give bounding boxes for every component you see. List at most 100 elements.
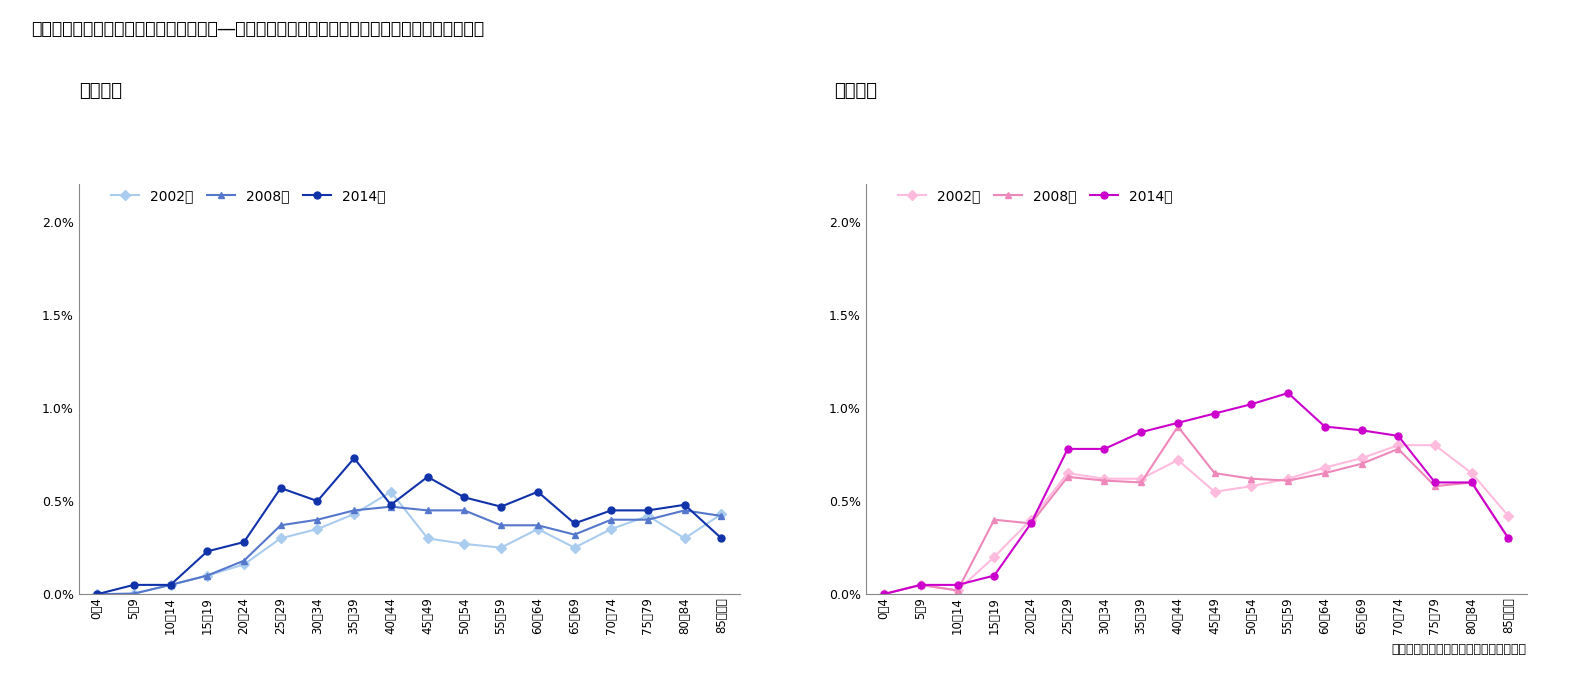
2014年	[1132, 428, 1151, 436]
2014年	[455, 493, 474, 501]
2014年	[1168, 419, 1187, 427]
2014年	[1316, 423, 1335, 431]
2014年	[88, 590, 107, 598]
2008年	[198, 572, 217, 580]
2014年	[529, 488, 548, 496]
2002年	[985, 553, 1004, 561]
2002年	[455, 540, 474, 548]
2008年	[1168, 423, 1187, 431]
Text: 図表２　患者割合（＝総患者数／人口）―神経症性障害，ストレス関連障害及び身体表現性障害: 図表２ 患者割合（＝総患者数／人口）―神経症性障害，ストレス関連障害及び身体表現…	[31, 20, 485, 38]
2014年	[1498, 534, 1517, 542]
2008年	[1316, 469, 1335, 477]
2008年	[1278, 477, 1297, 485]
2014年	[381, 501, 400, 509]
2002年	[1242, 482, 1261, 490]
2014年	[309, 497, 327, 505]
2014年	[1022, 519, 1040, 527]
2002年	[1462, 469, 1481, 477]
2008年	[565, 531, 584, 539]
2008年	[88, 590, 107, 598]
2014年	[1278, 389, 1297, 397]
2008年	[675, 506, 694, 514]
2008年	[1498, 534, 1517, 542]
Line: 2002年: 2002年	[880, 442, 1513, 598]
2014年	[235, 538, 253, 546]
2002年	[1426, 441, 1445, 449]
2002年	[875, 590, 894, 598]
Legend: 2002年, 2008年, 2014年: 2002年, 2008年, 2014年	[105, 183, 392, 208]
2002年	[948, 587, 966, 595]
2002年	[198, 572, 217, 580]
2008年	[309, 516, 327, 524]
2008年	[455, 506, 474, 514]
2008年	[639, 516, 658, 524]
2008年	[419, 506, 438, 514]
2002年	[911, 581, 930, 589]
Line: 2002年: 2002年	[93, 488, 726, 598]
2014年	[345, 454, 364, 462]
2008年	[601, 516, 620, 524]
2008年	[911, 581, 930, 589]
2014年	[711, 534, 730, 542]
2014年	[1206, 409, 1225, 417]
2008年	[235, 557, 253, 565]
Text: 【男性】: 【男性】	[79, 82, 121, 100]
2002年	[345, 510, 364, 518]
2014年	[601, 506, 620, 514]
Legend: 2002年, 2008年, 2014年: 2002年, 2008年, 2014年	[892, 183, 1179, 208]
2008年	[124, 589, 143, 598]
2008年	[1388, 445, 1407, 453]
2008年	[985, 516, 1004, 524]
Line: 2014年: 2014年	[93, 455, 726, 598]
2008年	[875, 590, 894, 598]
2014年	[948, 581, 966, 589]
2008年	[948, 587, 966, 595]
2008年	[1058, 473, 1077, 481]
2002年	[1352, 454, 1371, 462]
2014年	[1388, 432, 1407, 440]
2002年	[1388, 441, 1407, 449]
2008年	[161, 581, 179, 589]
2002年	[601, 525, 620, 533]
2014年	[491, 503, 510, 511]
2008年	[271, 521, 290, 529]
2008年	[1206, 469, 1225, 477]
2002年	[88, 590, 107, 598]
2002年	[1096, 475, 1114, 483]
2002年	[161, 581, 179, 589]
2002年	[711, 510, 730, 518]
2014年	[911, 581, 930, 589]
2008年	[1462, 478, 1481, 486]
2008年	[711, 512, 730, 520]
2002年	[675, 534, 694, 542]
2002年	[1022, 516, 1040, 524]
2002年	[529, 525, 548, 533]
2008年	[1022, 519, 1040, 527]
2008年	[491, 521, 510, 529]
Text: 【女性】: 【女性】	[834, 82, 877, 100]
2014年	[161, 581, 179, 589]
2014年	[985, 572, 1004, 580]
2014年	[565, 519, 584, 527]
2002年	[1206, 488, 1225, 496]
2014年	[875, 590, 894, 598]
2002年	[491, 544, 510, 552]
2008年	[1352, 460, 1371, 468]
2008年	[1426, 482, 1445, 490]
2008年	[381, 503, 400, 511]
2002年	[1278, 475, 1297, 483]
2008年	[529, 521, 548, 529]
2014年	[198, 547, 217, 555]
2014年	[124, 581, 143, 589]
2002年	[1058, 469, 1077, 477]
2002年	[309, 525, 327, 533]
2002年	[1168, 456, 1187, 464]
Line: 2014年: 2014年	[880, 389, 1513, 598]
2014年	[1242, 400, 1261, 408]
2002年	[381, 488, 400, 496]
2014年	[1352, 426, 1371, 434]
2014年	[639, 506, 658, 514]
2008年	[1096, 477, 1114, 485]
2002年	[271, 534, 290, 542]
2014年	[419, 473, 438, 481]
